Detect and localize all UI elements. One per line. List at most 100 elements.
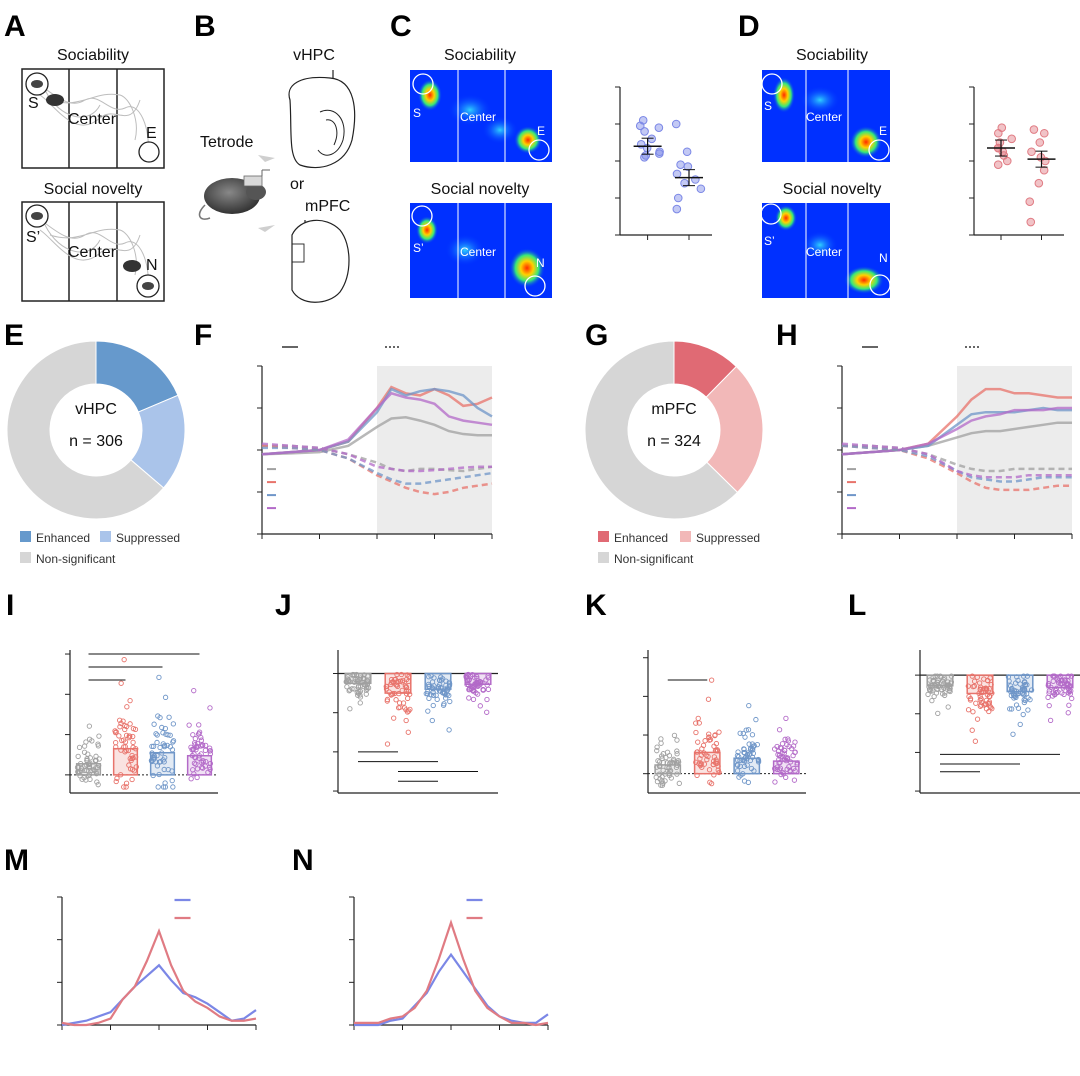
cell-point xyxy=(154,763,161,769)
cell-point xyxy=(484,709,490,715)
novel-mouse-icon xyxy=(142,282,154,290)
cell-point xyxy=(194,774,200,781)
chart-f-mean-fr-vhpc xyxy=(257,346,493,539)
pie-e-center-n: n = 306 xyxy=(69,433,123,450)
cell-point xyxy=(669,760,676,766)
cell-point xyxy=(129,776,135,783)
cell-point xyxy=(706,734,712,740)
cell-point xyxy=(701,750,707,756)
cell-point xyxy=(149,743,155,750)
pie-e-center-title: vHPC xyxy=(75,401,117,418)
cell-point xyxy=(346,678,352,684)
legend-g-enhanced: Enhanced xyxy=(614,531,668,545)
cell-point xyxy=(674,737,680,743)
cell-point xyxy=(430,686,436,692)
cell-point xyxy=(344,684,350,690)
cell-point xyxy=(383,686,390,692)
cell-point xyxy=(774,764,780,770)
panel-label-j: J xyxy=(275,589,292,622)
mpfc-brain-section-icon xyxy=(291,219,350,303)
cell-point xyxy=(403,717,409,724)
cell-point xyxy=(150,743,157,749)
series-line-enh-3 xyxy=(261,391,493,456)
legend-swatch-enhanced xyxy=(20,531,31,542)
cell-point xyxy=(785,755,791,761)
cell-point xyxy=(779,741,786,747)
cell-point xyxy=(1028,687,1035,693)
cell-point xyxy=(1050,678,1056,684)
cell-point xyxy=(772,779,778,785)
cell-point xyxy=(1014,674,1020,680)
b-label-vhpc: vHPC xyxy=(293,47,335,64)
data-point xyxy=(680,178,689,188)
cell-point xyxy=(1020,673,1027,679)
cell-point xyxy=(928,688,934,694)
sociability-arena: S Center E xyxy=(21,68,165,169)
cell-point xyxy=(86,763,93,769)
d-title-social-novelty: Social novelty xyxy=(783,181,882,198)
cell-point xyxy=(1045,694,1051,700)
cell-point xyxy=(792,749,798,755)
data-point xyxy=(672,169,682,179)
series-line-mpfc xyxy=(61,928,257,1027)
cell-point xyxy=(157,758,164,765)
cell-point xyxy=(130,733,136,740)
familiar-mouse-icon xyxy=(31,212,43,220)
d-hm2-label-s-prime: S’ xyxy=(764,234,775,248)
cell-point xyxy=(160,730,166,736)
cell-point xyxy=(207,745,213,751)
cell-point xyxy=(149,758,155,765)
data-point xyxy=(993,160,1003,169)
cell-point xyxy=(120,718,126,724)
cell-point xyxy=(697,756,703,762)
cell-point xyxy=(425,708,431,714)
panel-label-b: B xyxy=(194,10,216,43)
cell-point xyxy=(364,681,371,687)
cell-point xyxy=(347,706,353,712)
cell-point xyxy=(783,758,789,764)
cell-point xyxy=(190,732,196,738)
cell-point xyxy=(355,683,362,689)
cell-point xyxy=(695,739,701,745)
cell-point xyxy=(738,772,744,778)
data-point xyxy=(635,121,645,131)
data-point xyxy=(1040,156,1050,166)
data-point xyxy=(640,153,649,162)
cell-point xyxy=(929,697,935,704)
cell-point xyxy=(405,729,411,735)
cell-point xyxy=(466,687,472,693)
cell-point xyxy=(695,715,701,722)
cell-point xyxy=(948,673,955,679)
stranger-mouse-icon xyxy=(31,80,43,88)
cell-point xyxy=(122,743,128,750)
series-line-vhpc xyxy=(354,952,549,1027)
cell-point xyxy=(198,751,204,757)
chart-j-suppressed-vhpc xyxy=(333,650,498,794)
cell-point xyxy=(969,673,975,679)
cell-point xyxy=(167,732,173,738)
cell-point xyxy=(188,776,194,782)
cell-point xyxy=(343,679,349,685)
data-point xyxy=(696,184,706,194)
data-point xyxy=(1039,128,1049,138)
cell-point xyxy=(426,674,432,680)
cell-point xyxy=(170,721,177,727)
panel-label-k: K xyxy=(585,589,607,622)
cell-point xyxy=(75,753,81,760)
pie-e-slices xyxy=(6,340,186,520)
cell-point xyxy=(446,679,453,686)
cell-point xyxy=(87,755,93,761)
cell-point xyxy=(207,764,213,770)
cell-point xyxy=(355,690,362,696)
cell-point xyxy=(1060,685,1066,691)
cell-point xyxy=(944,684,950,690)
cell-point xyxy=(931,693,937,700)
cell-point xyxy=(965,707,972,713)
cell-point xyxy=(936,683,942,689)
panel-label-h: H xyxy=(776,319,798,352)
series-line-sup-4 xyxy=(842,444,1072,473)
cell-point xyxy=(192,735,198,742)
panel-g-pie: mPFC n = 324 Enhanced Suppressed Non-sig… xyxy=(584,340,764,566)
c-social-novelty-heatmap: S’ Center N xyxy=(410,203,552,298)
c-sociability-heatmap: S Center E xyxy=(410,70,552,162)
